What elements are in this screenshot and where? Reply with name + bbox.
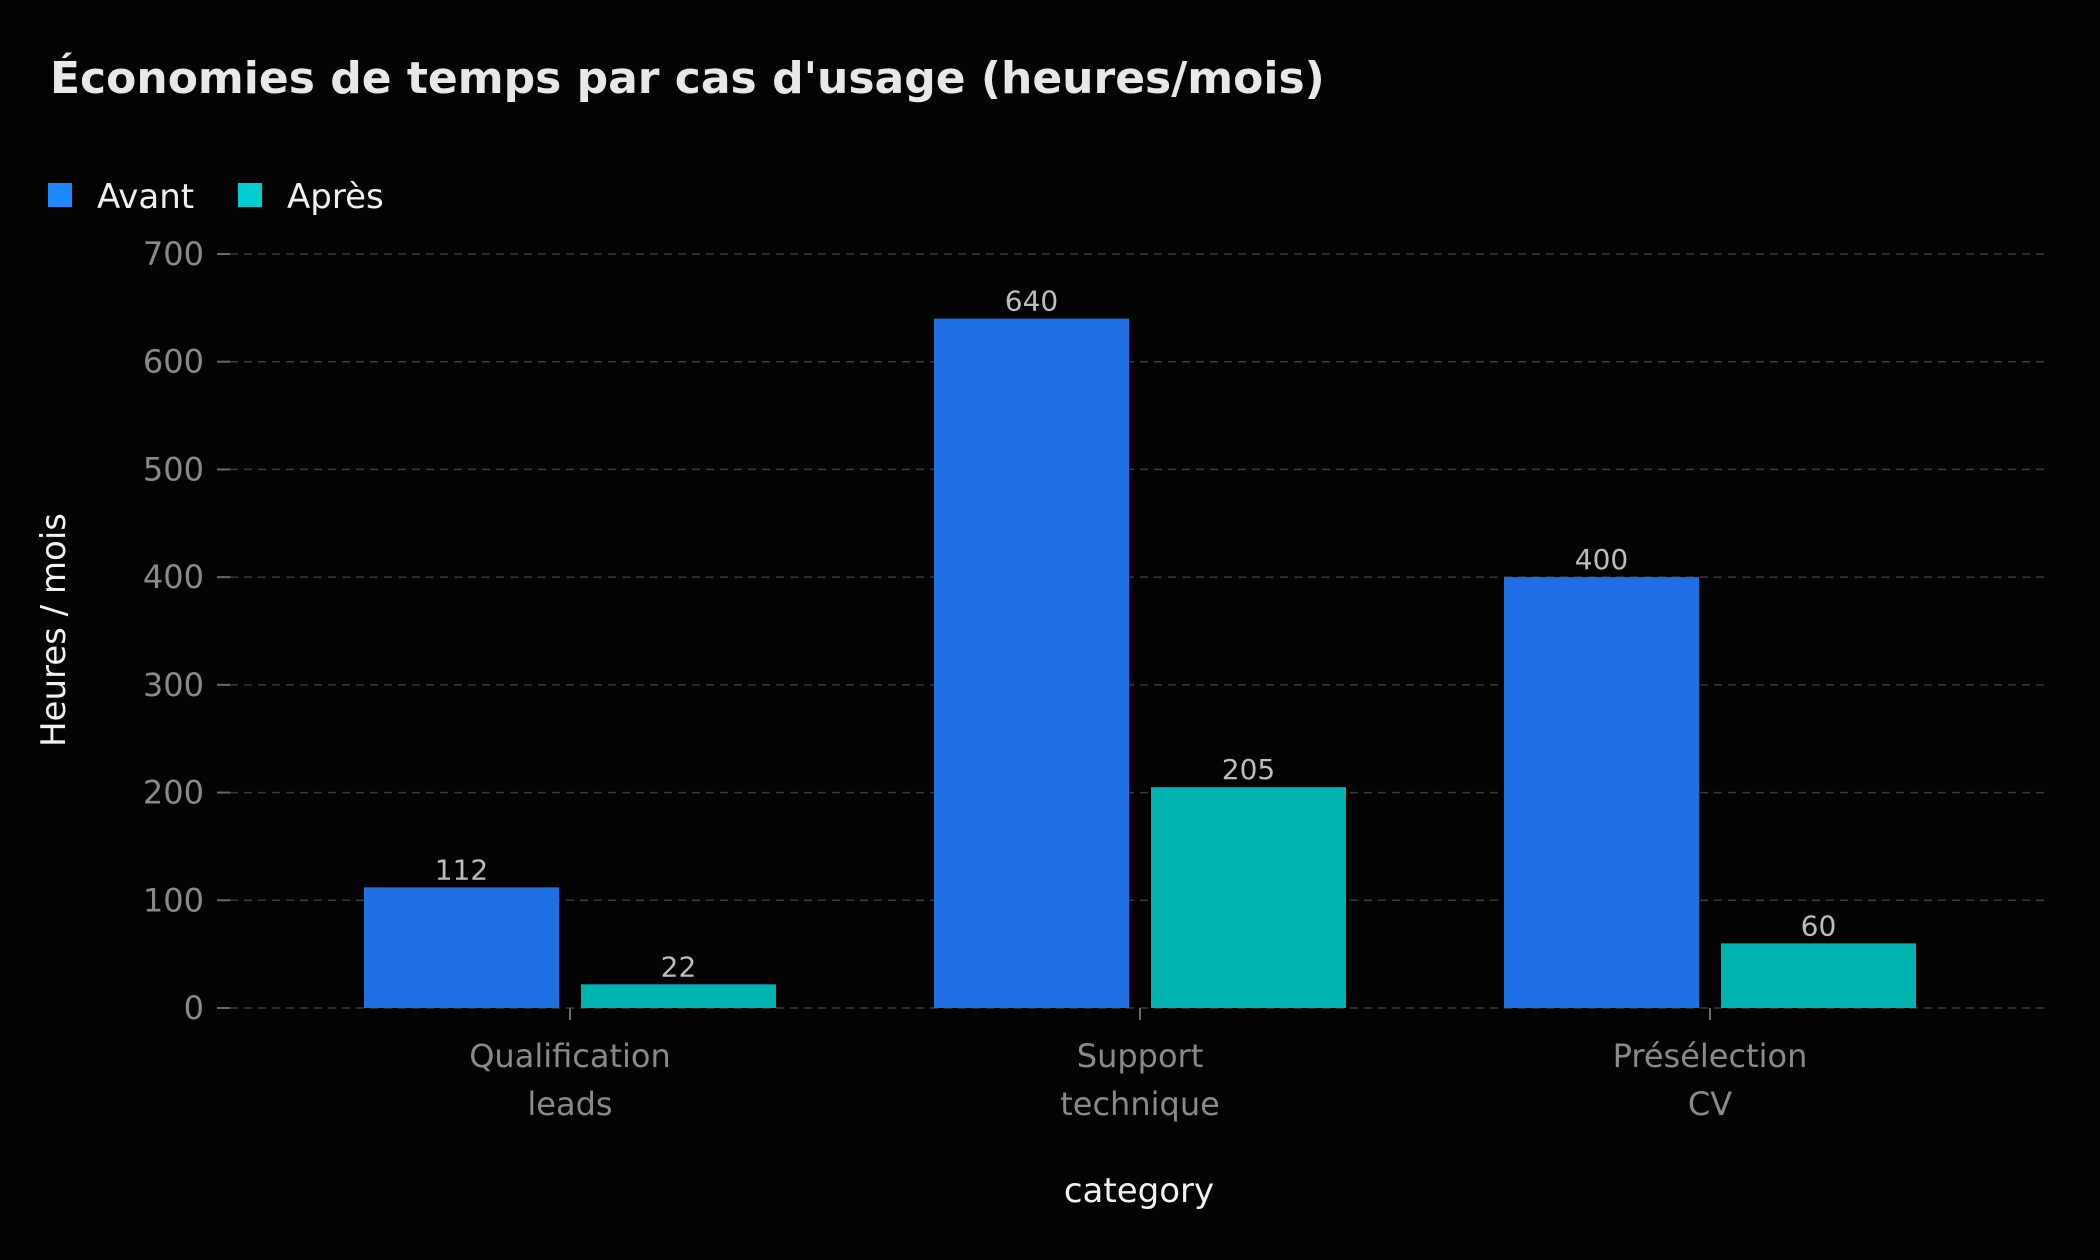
y-axis-label: Heures / mois [34,513,74,747]
data-label: 22 [661,950,697,983]
x-axis-label: category [1064,1171,1214,1211]
data-label: 112 [435,853,488,886]
x-tick-label: Présélection [1613,1037,1808,1075]
x-tick-label: technique [1060,1085,1220,1123]
x-tick-label: CV [1688,1085,1732,1123]
bars [364,318,1916,1009]
data-label: 640 [1005,285,1058,318]
legend-label-apres: Après [287,177,384,217]
bar-Après-0 [581,984,776,1008]
legend-label-avant: Avant [97,177,194,217]
bar-Après-2 [1721,943,1916,1008]
y-tick-label: 0 [184,989,204,1027]
chart-title: Économies de temps par cas d'usage (heur… [50,51,1325,104]
x-tick-label: Support [1077,1037,1204,1075]
data-label: 205 [1222,753,1275,786]
legend-swatch-apres [238,183,262,207]
y-tick-label: 600 [143,343,204,381]
legend: Avant Après [48,177,384,217]
bar-Avant-1 [934,318,1129,1009]
bar-Après-1 [1151,787,1346,1008]
y-tick-label: 700 [143,235,204,273]
bar-Avant-2 [1504,577,1699,1008]
y-tick-label: 400 [143,558,204,596]
y-tick-label: 100 [143,881,204,919]
x-tick-label: leads [527,1085,612,1123]
y-tick-label: 500 [143,450,204,488]
data-label: 60 [1801,909,1837,942]
data-labels: 112 22 640 205 400 60 [435,285,1837,984]
data-label: 400 [1575,543,1628,576]
y-axis-ticks: 0 100 200 300 400 500 600 700 [143,235,230,1027]
y-tick-label: 200 [143,774,204,812]
x-tick-label: Qualification [469,1037,671,1075]
x-axis-ticks: Qualification leads Support technique Présél… [469,1008,1807,1123]
legend-swatch-avant [48,183,72,207]
bar-Avant-0 [364,887,559,1008]
y-tick-label: 300 [143,666,204,704]
